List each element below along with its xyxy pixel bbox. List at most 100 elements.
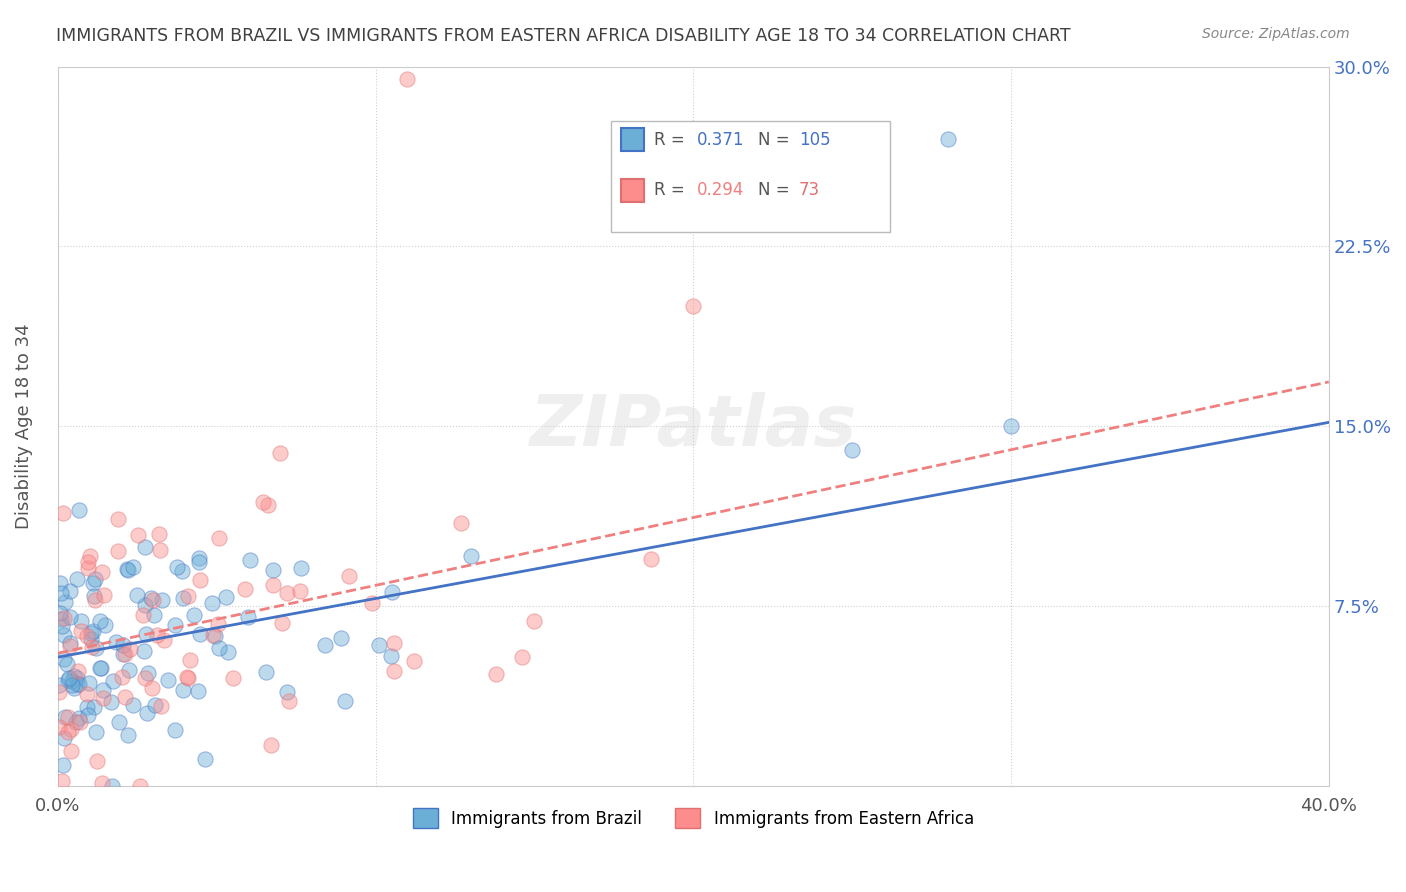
Point bbox=[82, 576, 104, 591]
Point bbox=[402, 654, 425, 668]
Point bbox=[207, 617, 229, 632]
Point bbox=[510, 649, 533, 664]
Point bbox=[53, 731, 76, 745]
Point bbox=[90, 565, 112, 579]
Point bbox=[333, 694, 356, 708]
Point bbox=[80, 625, 103, 640]
Text: 105: 105 bbox=[799, 131, 831, 149]
Point bbox=[115, 562, 138, 576]
Point bbox=[254, 665, 277, 679]
Text: R =: R = bbox=[654, 131, 690, 149]
Text: 0.294: 0.294 bbox=[697, 181, 745, 199]
Point bbox=[66, 671, 89, 685]
Point bbox=[132, 644, 155, 658]
Point bbox=[177, 589, 200, 603]
Point bbox=[58, 671, 80, 685]
Point bbox=[682, 299, 704, 313]
Point bbox=[59, 583, 82, 598]
Point bbox=[118, 663, 141, 677]
Point bbox=[52, 506, 75, 520]
Point bbox=[67, 711, 90, 725]
Point bbox=[91, 776, 114, 790]
Text: R =: R = bbox=[654, 181, 690, 199]
Point bbox=[55, 595, 77, 609]
Point bbox=[94, 618, 117, 632]
Point bbox=[56, 657, 79, 671]
Point bbox=[82, 624, 104, 638]
Point bbox=[233, 582, 256, 596]
Point bbox=[60, 673, 83, 688]
Point bbox=[276, 684, 298, 698]
Point bbox=[215, 590, 238, 604]
Point bbox=[143, 698, 166, 712]
Point bbox=[396, 71, 419, 86]
Point bbox=[177, 671, 200, 685]
Y-axis label: Disability Age 18 to 34: Disability Age 18 to 34 bbox=[15, 324, 32, 529]
Point bbox=[330, 632, 353, 646]
Point bbox=[201, 597, 224, 611]
Point bbox=[117, 728, 139, 742]
Legend: Immigrants from Brazil, Immigrants from Eastern Africa: Immigrants from Brazil, Immigrants from … bbox=[406, 801, 980, 835]
Point bbox=[256, 498, 278, 512]
Point bbox=[127, 528, 149, 542]
Point bbox=[89, 614, 111, 628]
Point bbox=[53, 709, 76, 723]
Point bbox=[56, 673, 79, 687]
Point bbox=[76, 700, 98, 714]
Point bbox=[165, 618, 187, 632]
Point bbox=[84, 641, 107, 656]
Point bbox=[67, 677, 90, 691]
Point bbox=[49, 586, 72, 600]
Point bbox=[76, 687, 98, 701]
Point bbox=[173, 682, 195, 697]
Point bbox=[59, 610, 82, 624]
Point bbox=[77, 555, 100, 569]
Point bbox=[260, 738, 283, 752]
Point bbox=[523, 614, 546, 628]
Point bbox=[270, 615, 292, 630]
Point bbox=[142, 593, 165, 607]
Point bbox=[84, 573, 107, 587]
Point bbox=[208, 640, 231, 655]
Point bbox=[59, 744, 82, 758]
Point bbox=[65, 714, 87, 729]
Point bbox=[314, 638, 336, 652]
Point bbox=[114, 647, 136, 661]
Point bbox=[120, 642, 142, 657]
Point bbox=[90, 661, 112, 675]
Point bbox=[172, 564, 194, 578]
Point bbox=[176, 670, 198, 684]
Point bbox=[63, 668, 86, 682]
Point bbox=[83, 590, 105, 604]
Point bbox=[48, 720, 70, 734]
Point bbox=[84, 725, 107, 739]
Point bbox=[146, 628, 169, 642]
Point bbox=[49, 606, 72, 620]
Point bbox=[153, 633, 176, 648]
Bar bbox=[621, 128, 644, 152]
Point bbox=[382, 635, 405, 649]
Point bbox=[125, 588, 148, 602]
Point bbox=[187, 684, 209, 698]
Point bbox=[70, 624, 93, 638]
Text: ZIPatlas: ZIPatlas bbox=[530, 392, 858, 460]
Point bbox=[84, 593, 107, 607]
Point bbox=[262, 578, 284, 592]
Point bbox=[252, 495, 274, 509]
Point bbox=[58, 725, 80, 739]
Point bbox=[121, 698, 143, 712]
Point bbox=[49, 576, 72, 591]
Point bbox=[77, 561, 100, 575]
Point bbox=[111, 670, 134, 684]
Point bbox=[53, 611, 76, 625]
Point bbox=[114, 690, 136, 705]
Point bbox=[89, 660, 111, 674]
Point bbox=[48, 685, 70, 699]
Point bbox=[80, 632, 103, 646]
Point bbox=[77, 708, 100, 723]
Point bbox=[149, 542, 172, 557]
Text: IMMIGRANTS FROM BRAZIL VS IMMIGRANTS FROM EASTERN AFRICA DISABILITY AGE 18 TO 34: IMMIGRANTS FROM BRAZIL VS IMMIGRANTS FRO… bbox=[56, 27, 1071, 45]
Text: N =: N = bbox=[758, 181, 794, 199]
Point bbox=[51, 612, 73, 626]
Point bbox=[841, 443, 863, 458]
